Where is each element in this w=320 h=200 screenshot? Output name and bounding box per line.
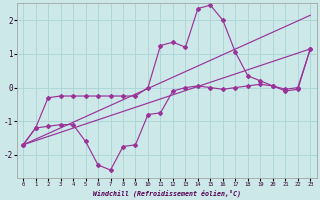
X-axis label: Windchill (Refroidissement éolien,°C): Windchill (Refroidissement éolien,°C) <box>93 189 241 197</box>
